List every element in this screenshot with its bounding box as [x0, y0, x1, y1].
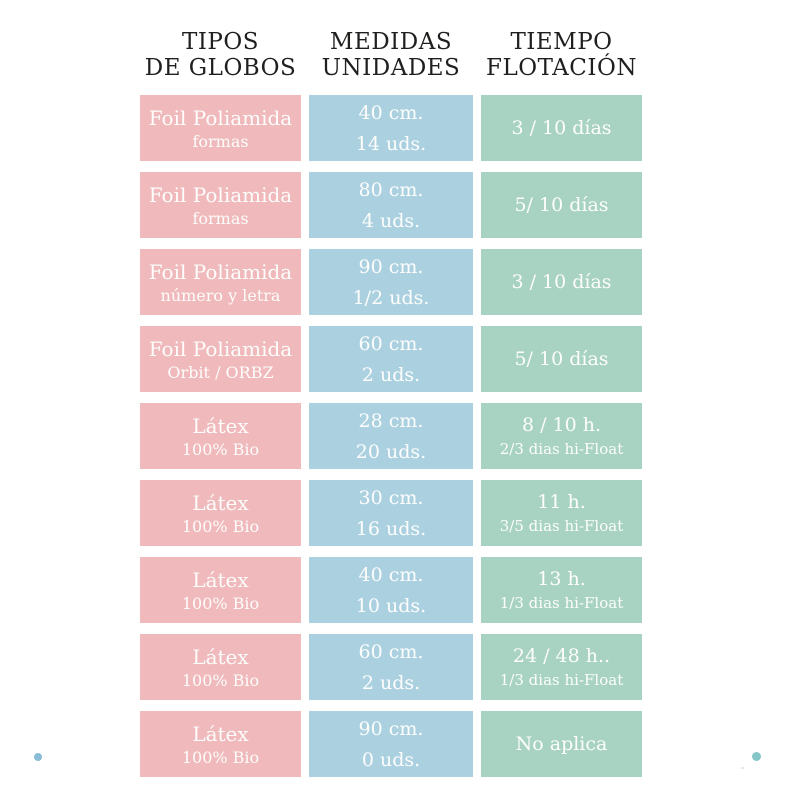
tipo-line1: Foil Poliamida [148, 259, 293, 284]
tipo-line2: formas [192, 131, 249, 151]
decorative-speck-icon [741, 767, 744, 769]
tiempo-line2: 1/3 dias hi-Float [499, 671, 624, 689]
table-grid: TIPOS DE GLOBOS MEDIDAS UNIDADES TIEMPO … [140, 26, 642, 777]
cell-tiempo: 3 / 10 días [481, 95, 642, 161]
medida-line1: 28 cm. [358, 409, 424, 432]
cell-tiempo: 24 / 48 h.. 1/3 dias hi-Float [481, 634, 642, 700]
cell-tipo: Foil Poliamida número y letra [140, 249, 301, 315]
medida-line1: 30 cm. [358, 486, 424, 509]
header-tipos-line1: TIPOS [181, 29, 259, 55]
cell-tipo: Foil Poliamida Orbit / ORBZ [140, 326, 301, 392]
tipo-line1: Foil Poliamida [148, 336, 293, 361]
header-tiempo-line1: TIEMPO [510, 29, 613, 55]
cell-tipo: Látex 100% Bio [140, 634, 301, 700]
tiempo-line1: 13 h. [537, 568, 586, 590]
cell-tipo: Foil Poliamida formas [140, 95, 301, 161]
medida-line1: 60 cm. [358, 332, 424, 355]
decorative-dot-left-icon [34, 753, 42, 761]
cell-tipo: Foil Poliamida formas [140, 172, 301, 238]
cell-medida: 40 cm. 14 uds. [309, 95, 473, 161]
decorative-dot-right-icon [752, 752, 761, 761]
tipo-line2: 100% Bio [181, 439, 260, 459]
tiempo-line2: 2/3 dias hi-Float [499, 440, 624, 458]
cell-medida: 60 cm. 2 uds. [309, 634, 473, 700]
cell-medida: 30 cm. 16 uds. [309, 480, 473, 546]
cell-medida: 80 cm. 4 uds. [309, 172, 473, 238]
tipo-line1: Látex [192, 644, 249, 669]
cell-tipo: Látex 100% Bio [140, 403, 301, 469]
tiempo-line1: 5/ 10 días [514, 347, 609, 370]
medida-line2: 2 uds. [361, 671, 421, 694]
medida-line1: 40 cm. [358, 101, 424, 124]
tipo-line1: Látex [192, 567, 249, 592]
cell-tiempo: 5/ 10 días [481, 172, 642, 238]
medida-line2: 14 uds. [355, 132, 427, 155]
medida-line1: 80 cm. [358, 178, 424, 201]
tipo-line2: 100% Bio [181, 670, 260, 690]
tipo-line1: Foil Poliamida [148, 182, 293, 207]
header-tipos-line2: DE GLOBOS [144, 55, 297, 81]
column-header-medidas: MEDIDAS UNIDADES [309, 26, 473, 84]
tipo-line1: Látex [192, 413, 249, 438]
medida-line1: 60 cm. [358, 640, 424, 663]
cell-medida: 40 cm. 10 uds. [309, 557, 473, 623]
tiempo-line2: 1/3 dias hi-Float [499, 594, 624, 612]
cell-tipo: Látex 100% Bio [140, 711, 301, 777]
medida-line2: 16 uds. [355, 517, 427, 540]
tiempo-line2: 3/5 dias hi-Float [499, 517, 624, 535]
tiempo-line1: No aplica [515, 732, 608, 755]
medida-line1: 90 cm. [358, 717, 424, 740]
cell-tipo: Látex 100% Bio [140, 557, 301, 623]
medida-line2: 10 uds. [355, 594, 427, 617]
medida-line1: 90 cm. [358, 255, 424, 278]
tipo-line2: número y letra [160, 285, 281, 305]
tipo-line1: Látex [192, 490, 249, 515]
cell-tiempo: 11 h. 3/5 dias hi-Float [481, 480, 642, 546]
header-medidas-line2: UNIDADES [321, 55, 461, 81]
tipo-line2: 100% Bio [181, 593, 260, 613]
tipo-line1: Látex [192, 721, 249, 746]
tiempo-line1: 8 / 10 h. [521, 414, 602, 436]
column-header-tipos: TIPOS DE GLOBOS [140, 26, 301, 84]
cell-medida: 90 cm. 0 uds. [309, 711, 473, 777]
tipo-line2: formas [192, 208, 249, 228]
tiempo-line1: 5/ 10 días [514, 193, 609, 216]
medida-line2: 4 uds. [361, 209, 421, 232]
medida-line2: 20 uds. [355, 440, 427, 463]
cell-medida: 90 cm. 1/2 uds. [309, 249, 473, 315]
tipo-line2: 100% Bio [181, 516, 260, 536]
tipo-line2: 100% Bio [181, 747, 260, 767]
tiempo-line1: 24 / 48 h.. [512, 645, 611, 667]
column-header-tiempo: TIEMPO FLOTACIÓN [481, 26, 642, 84]
cell-medida: 28 cm. 20 uds. [309, 403, 473, 469]
tiempo-line1: 3 / 10 días [511, 270, 612, 293]
cell-tiempo: No aplica [481, 711, 642, 777]
cell-tiempo: 8 / 10 h. 2/3 dias hi-Float [481, 403, 642, 469]
cell-medida: 60 cm. 2 uds. [309, 326, 473, 392]
tipo-line2: Orbit / ORBZ [167, 362, 274, 382]
cell-tiempo: 5/ 10 días [481, 326, 642, 392]
tiempo-line1: 11 h. [537, 491, 586, 513]
header-medidas-line1: MEDIDAS [329, 29, 453, 55]
medida-line1: 40 cm. [358, 563, 424, 586]
tiempo-line1: 3 / 10 días [511, 116, 612, 139]
cell-tipo: Látex 100% Bio [140, 480, 301, 546]
medida-line2: 1/2 uds. [352, 286, 430, 309]
header-tiempo-line2: FLOTACIÓN [486, 55, 637, 81]
medida-line2: 2 uds. [361, 363, 421, 386]
tipo-line1: Foil Poliamida [148, 105, 293, 130]
cell-tiempo: 13 h. 1/3 dias hi-Float [481, 557, 642, 623]
medida-line2: 0 uds. [361, 748, 421, 771]
cell-tiempo: 3 / 10 días [481, 249, 642, 315]
